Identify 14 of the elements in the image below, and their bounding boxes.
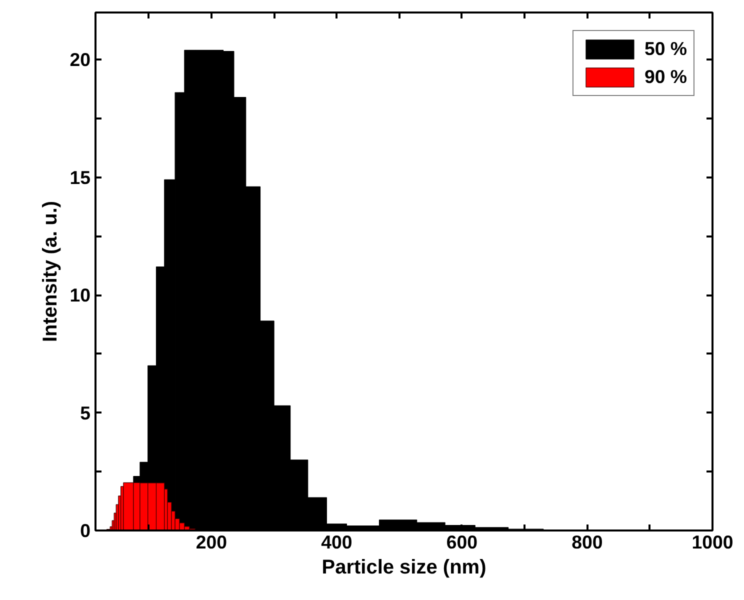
y-tick-label: 0 — [80, 520, 91, 541]
legend-label: 50 % — [644, 38, 687, 60]
y-tick-label: 15 — [70, 166, 91, 188]
legend-label: 90 % — [644, 66, 687, 88]
x-tick-label: 800 — [572, 532, 603, 552]
x-tick-label: 400 — [321, 532, 352, 552]
x-axis-title: Particle size (nm) — [322, 556, 486, 578]
y-tick-label: 10 — [70, 284, 91, 306]
y-tick-label: 5 — [80, 402, 91, 424]
y-tick-label: 20 — [70, 49, 91, 70]
y-axis-title: Intensity (a. u.) — [40, 200, 62, 342]
x-tick-label: 600 — [446, 532, 478, 552]
x-tick-label: 1000 — [692, 532, 734, 552]
x-tick-label: 200 — [196, 532, 227, 552]
